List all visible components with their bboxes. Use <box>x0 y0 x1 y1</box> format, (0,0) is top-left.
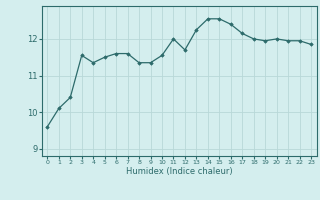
X-axis label: Humidex (Indice chaleur): Humidex (Indice chaleur) <box>126 167 233 176</box>
